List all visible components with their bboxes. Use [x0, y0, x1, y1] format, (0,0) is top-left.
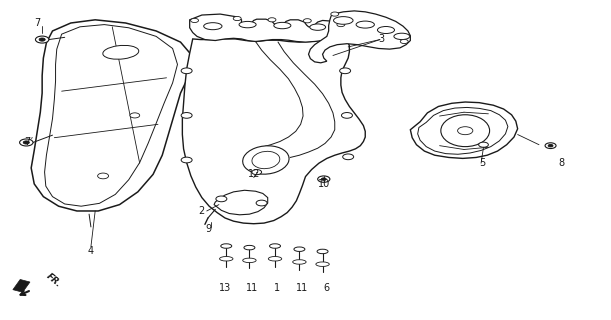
Ellipse shape	[181, 113, 192, 118]
Ellipse shape	[203, 23, 222, 30]
Ellipse shape	[310, 24, 326, 30]
Ellipse shape	[219, 257, 233, 261]
Ellipse shape	[181, 157, 192, 163]
Text: 2: 2	[199, 206, 205, 216]
Text: 6: 6	[323, 283, 329, 293]
Ellipse shape	[356, 21, 375, 28]
Ellipse shape	[318, 176, 330, 182]
Ellipse shape	[268, 257, 282, 261]
Polygon shape	[45, 25, 177, 206]
Ellipse shape	[337, 22, 345, 27]
Ellipse shape	[35, 36, 49, 43]
Text: 13: 13	[219, 283, 231, 293]
Ellipse shape	[400, 39, 408, 44]
Ellipse shape	[441, 115, 489, 147]
Ellipse shape	[244, 245, 255, 250]
Ellipse shape	[304, 19, 311, 23]
Polygon shape	[309, 11, 411, 63]
Text: 12: 12	[247, 169, 260, 179]
Ellipse shape	[394, 33, 410, 40]
Text: 1: 1	[274, 283, 280, 293]
Ellipse shape	[252, 151, 280, 169]
Polygon shape	[214, 190, 268, 215]
Text: 3: 3	[379, 34, 385, 44]
Text: FR.: FR.	[45, 271, 63, 289]
Text: 7: 7	[34, 18, 40, 28]
Polygon shape	[31, 20, 192, 211]
Ellipse shape	[268, 18, 276, 22]
Ellipse shape	[252, 170, 262, 175]
Ellipse shape	[233, 16, 241, 20]
Ellipse shape	[343, 154, 354, 160]
Ellipse shape	[256, 200, 267, 206]
Ellipse shape	[334, 17, 353, 24]
Ellipse shape	[243, 146, 289, 174]
Ellipse shape	[545, 143, 556, 148]
Ellipse shape	[331, 12, 338, 16]
Ellipse shape	[221, 244, 232, 248]
Text: 5: 5	[479, 158, 485, 168]
Ellipse shape	[103, 45, 139, 59]
Text: 11: 11	[296, 283, 308, 293]
Text: 8: 8	[558, 158, 565, 168]
Ellipse shape	[191, 18, 199, 22]
Ellipse shape	[269, 244, 280, 248]
Ellipse shape	[342, 113, 353, 118]
Ellipse shape	[181, 68, 192, 74]
Ellipse shape	[216, 196, 227, 202]
Polygon shape	[418, 108, 508, 154]
Ellipse shape	[98, 173, 109, 179]
Ellipse shape	[316, 262, 329, 267]
Ellipse shape	[317, 249, 328, 254]
Ellipse shape	[293, 260, 306, 264]
Ellipse shape	[243, 258, 256, 263]
Ellipse shape	[321, 178, 326, 180]
Polygon shape	[182, 38, 365, 224]
Ellipse shape	[130, 113, 140, 118]
Polygon shape	[13, 279, 30, 292]
Ellipse shape	[23, 141, 29, 144]
Ellipse shape	[340, 68, 351, 74]
Polygon shape	[411, 102, 518, 158]
Ellipse shape	[39, 38, 45, 41]
Ellipse shape	[378, 27, 395, 34]
Ellipse shape	[20, 139, 33, 146]
Text: 4: 4	[88, 246, 94, 256]
Polygon shape	[189, 14, 349, 42]
Ellipse shape	[239, 21, 256, 28]
Ellipse shape	[274, 22, 291, 29]
Ellipse shape	[294, 247, 305, 252]
Text: 9: 9	[205, 223, 211, 234]
Ellipse shape	[458, 127, 473, 135]
Ellipse shape	[478, 142, 488, 147]
Text: 11: 11	[246, 283, 258, 293]
Ellipse shape	[548, 144, 553, 147]
Text: 10: 10	[318, 179, 330, 189]
Text: 7: 7	[24, 138, 31, 148]
